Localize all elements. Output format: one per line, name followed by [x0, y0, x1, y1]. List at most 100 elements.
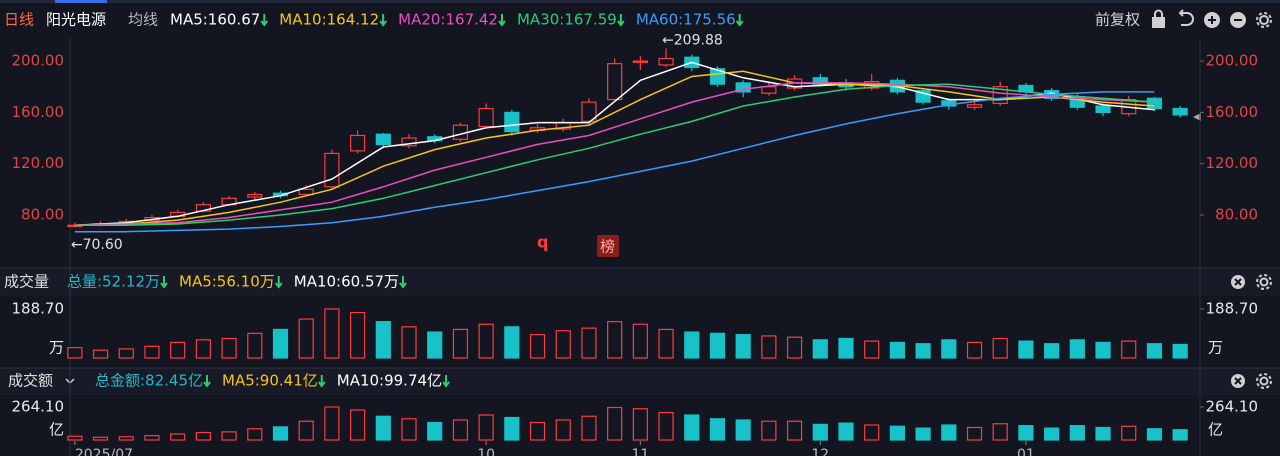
bar: [427, 421, 443, 441]
bar: [941, 424, 957, 441]
candle-body: [478, 107, 494, 128]
bar: [170, 433, 186, 441]
candle-body: [1146, 97, 1163, 110]
x-tick-label: 11: [631, 447, 649, 456]
candle-body: [761, 86, 777, 94]
bar: [992, 423, 1008, 441]
down-arrow-icon: [498, 14, 506, 27]
y-tick-label: 264.10: [1206, 397, 1259, 415]
down-arrow-icon: [317, 375, 326, 388]
annotation: ←70.60: [71, 237, 123, 253]
y-tick-label: 264.10: [12, 397, 65, 415]
bar: [401, 326, 417, 359]
bar: [607, 406, 623, 441]
legend-item: MA60:175.56: [636, 11, 736, 29]
zoom-in-icon[interactable]: [1204, 12, 1220, 28]
bar: [607, 321, 623, 359]
bar: [1121, 340, 1137, 359]
candle-body: [735, 82, 751, 93]
ma-line: [74, 82, 1155, 226]
bar: [1095, 341, 1111, 359]
marker: 榜: [600, 238, 615, 256]
bar: [452, 328, 469, 359]
bar: [478, 323, 494, 359]
legend-item: MA5:90.41亿: [222, 372, 318, 390]
price-pointer: [1193, 113, 1201, 121]
close-icon[interactable]: [1231, 275, 1245, 289]
y-tick-label: 200.00: [12, 52, 65, 70]
x-tick-label: 2025/07: [75, 447, 133, 456]
ma-line: [74, 83, 1155, 226]
candle-body: [1095, 105, 1111, 113]
down-arrow-icon: [617, 14, 625, 27]
bar: [684, 414, 700, 441]
unit-label: 亿: [49, 421, 64, 439]
bar: [735, 419, 751, 441]
period[interactable]: 日线: [4, 11, 34, 29]
bar: [1146, 428, 1163, 441]
bar: [324, 308, 340, 359]
bar: [915, 427, 931, 441]
bar: [67, 347, 83, 359]
bar: [812, 423, 828, 441]
bar: [1172, 343, 1188, 359]
bar: [427, 331, 443, 359]
bar: [195, 339, 211, 359]
ma-title[interactable]: 均线: [128, 11, 158, 29]
bar: [92, 436, 109, 441]
bar: [298, 420, 314, 441]
active-tab: [55, 0, 107, 3]
bar: [350, 409, 366, 441]
bar: [889, 425, 905, 441]
bar: [504, 326, 520, 359]
y-tick-label: 160.00: [1206, 103, 1259, 121]
bar: [221, 337, 237, 359]
marker: q: [537, 233, 548, 252]
bar: [452, 419, 469, 441]
y-tick-label: 160.00: [12, 103, 65, 121]
y-tick-label: 80.00: [21, 205, 64, 223]
y-tick-label: 80.00: [1215, 205, 1258, 223]
bar: [1095, 426, 1111, 441]
settings-icon[interactable]: [1256, 373, 1272, 389]
bar: [941, 339, 957, 359]
legend-item: MA5:56.10万: [179, 273, 275, 291]
bar: [272, 328, 289, 359]
legend-item: 总金额:82.45亿: [95, 372, 203, 390]
bar: [966, 341, 983, 359]
bar: [838, 422, 854, 441]
y-tick-label: 188.70: [1206, 299, 1259, 317]
x-tick-label: 01: [1017, 447, 1035, 456]
legend-item: MA30:167.59: [517, 11, 617, 29]
candle-body: [607, 63, 623, 101]
bar: [1172, 429, 1188, 441]
bar: [92, 349, 109, 359]
close-icon[interactable]: [1231, 374, 1245, 388]
zoom-out-icon[interactable]: [1230, 12, 1246, 28]
lock-icon[interactable]: [1152, 9, 1165, 28]
down-arrow-icon: [399, 276, 407, 289]
candle-body: [709, 68, 726, 85]
amount-header-bg: [0, 368, 1280, 395]
panel-title: 成交额: [8, 372, 53, 390]
bar: [658, 411, 674, 441]
adjust[interactable]: 前复权: [1095, 11, 1140, 29]
settings-icon[interactable]: [1256, 12, 1272, 28]
bar: [992, 337, 1008, 359]
bar: [529, 334, 546, 359]
down-arrow-icon: [274, 276, 283, 289]
bar: [375, 321, 391, 359]
bar: [1044, 343, 1060, 359]
volume-header-bg: [0, 268, 1280, 296]
bar: [324, 406, 340, 441]
down-arrow-icon: [379, 14, 387, 27]
bar: [1044, 427, 1060, 441]
bar: [632, 323, 648, 359]
bar: [298, 318, 314, 359]
bar: [735, 334, 751, 359]
settings-icon[interactable]: [1256, 274, 1272, 290]
undo-icon[interactable]: [1178, 9, 1194, 26]
down-arrow-icon: [735, 14, 744, 27]
bar: [864, 424, 880, 441]
bar: [144, 435, 160, 441]
